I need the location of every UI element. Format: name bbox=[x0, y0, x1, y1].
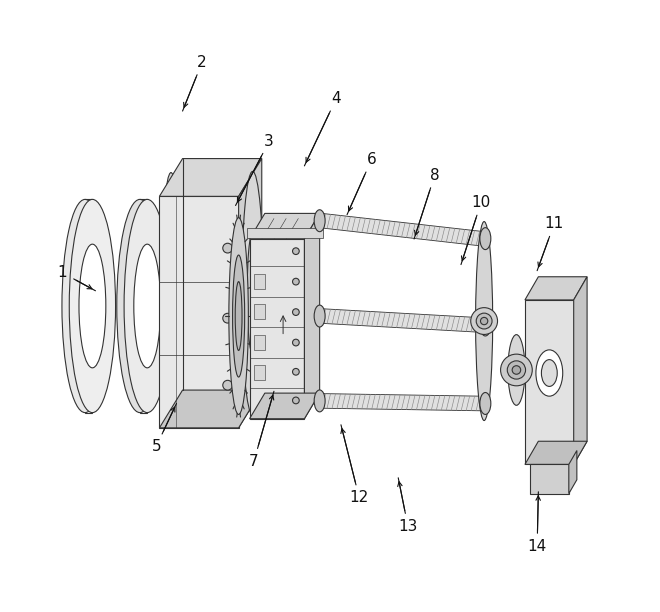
Polygon shape bbox=[525, 277, 587, 300]
Ellipse shape bbox=[232, 255, 245, 377]
Polygon shape bbox=[525, 300, 574, 465]
Text: 2: 2 bbox=[197, 55, 207, 70]
Text: 7: 7 bbox=[249, 454, 259, 469]
Text: 13: 13 bbox=[398, 519, 418, 534]
Polygon shape bbox=[322, 394, 481, 411]
Polygon shape bbox=[249, 214, 319, 239]
Ellipse shape bbox=[292, 339, 299, 346]
Text: 11: 11 bbox=[544, 216, 564, 231]
Ellipse shape bbox=[480, 228, 491, 250]
Ellipse shape bbox=[500, 354, 532, 386]
Text: 10: 10 bbox=[471, 195, 491, 210]
Polygon shape bbox=[247, 228, 323, 238]
Polygon shape bbox=[255, 274, 265, 289]
Ellipse shape bbox=[314, 210, 325, 232]
Ellipse shape bbox=[247, 233, 258, 354]
Ellipse shape bbox=[480, 314, 491, 336]
Polygon shape bbox=[160, 159, 262, 196]
Ellipse shape bbox=[292, 397, 299, 404]
Ellipse shape bbox=[512, 366, 521, 374]
Polygon shape bbox=[249, 393, 319, 419]
Ellipse shape bbox=[314, 390, 325, 412]
Text: 3: 3 bbox=[264, 134, 274, 149]
Polygon shape bbox=[255, 304, 265, 319]
Text: 12: 12 bbox=[350, 490, 369, 506]
Text: 1: 1 bbox=[57, 265, 67, 280]
Polygon shape bbox=[304, 214, 319, 419]
Polygon shape bbox=[574, 277, 587, 465]
Ellipse shape bbox=[292, 308, 299, 315]
Polygon shape bbox=[569, 450, 577, 494]
Polygon shape bbox=[255, 335, 265, 350]
Ellipse shape bbox=[127, 244, 153, 368]
Ellipse shape bbox=[477, 313, 492, 329]
Ellipse shape bbox=[471, 308, 498, 334]
Ellipse shape bbox=[62, 200, 108, 412]
Ellipse shape bbox=[223, 380, 232, 390]
Text: 4: 4 bbox=[331, 91, 341, 106]
Ellipse shape bbox=[292, 368, 299, 375]
Ellipse shape bbox=[124, 200, 170, 412]
Text: 14: 14 bbox=[527, 539, 546, 554]
Text: 5: 5 bbox=[152, 439, 161, 453]
Ellipse shape bbox=[235, 282, 242, 351]
Polygon shape bbox=[249, 239, 304, 419]
Polygon shape bbox=[530, 465, 569, 494]
Ellipse shape bbox=[476, 222, 492, 420]
Ellipse shape bbox=[292, 278, 299, 285]
Ellipse shape bbox=[480, 392, 491, 414]
Ellipse shape bbox=[223, 243, 232, 253]
Ellipse shape bbox=[166, 233, 176, 354]
Ellipse shape bbox=[223, 313, 232, 323]
Text: 6: 6 bbox=[366, 152, 376, 167]
Ellipse shape bbox=[161, 173, 181, 414]
Polygon shape bbox=[322, 214, 481, 246]
Polygon shape bbox=[160, 390, 262, 428]
Ellipse shape bbox=[79, 244, 106, 368]
Ellipse shape bbox=[508, 361, 525, 379]
Ellipse shape bbox=[117, 200, 163, 412]
Ellipse shape bbox=[69, 200, 116, 412]
Text: 8: 8 bbox=[430, 168, 440, 182]
Ellipse shape bbox=[536, 350, 563, 396]
Ellipse shape bbox=[229, 218, 248, 414]
Ellipse shape bbox=[242, 171, 263, 415]
Ellipse shape bbox=[480, 318, 488, 325]
Ellipse shape bbox=[292, 248, 299, 255]
Polygon shape bbox=[322, 308, 481, 332]
Ellipse shape bbox=[314, 305, 325, 327]
Ellipse shape bbox=[541, 360, 557, 386]
Ellipse shape bbox=[134, 244, 160, 368]
Polygon shape bbox=[525, 441, 587, 465]
Ellipse shape bbox=[72, 244, 98, 368]
Polygon shape bbox=[160, 196, 239, 428]
Ellipse shape bbox=[508, 335, 525, 405]
Polygon shape bbox=[255, 365, 265, 380]
Polygon shape bbox=[239, 159, 262, 428]
